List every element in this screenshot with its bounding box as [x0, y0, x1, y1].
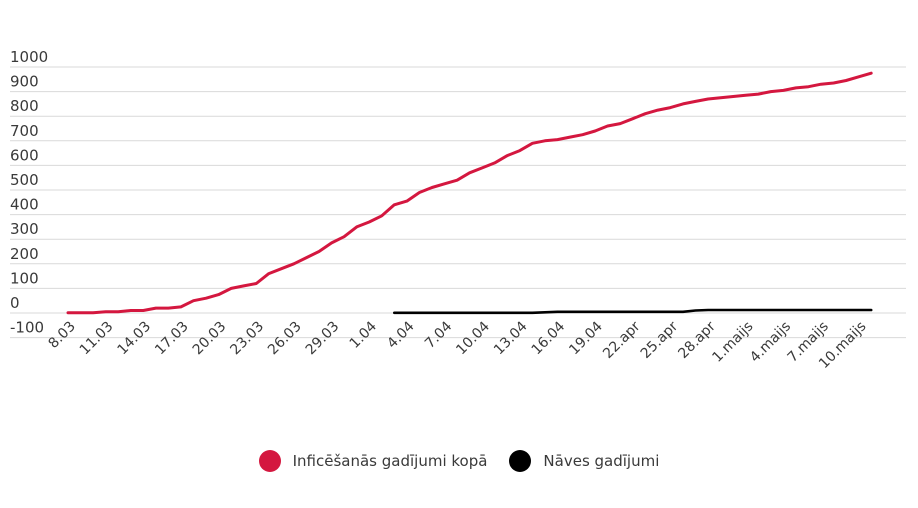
x-tick-label: 19.04 — [566, 318, 606, 358]
legend-marker-deaths — [509, 450, 532, 472]
x-tick-label: 11.03 — [77, 319, 117, 359]
x-tick-label: 20.03 — [190, 319, 230, 359]
x-tick-label: 17.03 — [152, 319, 192, 359]
y-tick-label: 800 — [10, 97, 39, 115]
y-tick-label: 400 — [10, 196, 39, 214]
x-tick-label: 4.maijs — [747, 319, 794, 366]
y-tick-label: 1000 — [10, 48, 48, 66]
x-tick-label: 13.04 — [491, 318, 531, 358]
y-tick-label: 600 — [10, 146, 39, 164]
legend-marker-infections — [258, 450, 281, 472]
y-tick-label: 0 — [10, 294, 20, 312]
legend-item-deaths: Nāves gadījumi — [509, 450, 659, 472]
legend-label-deaths: Nāves gadījumi — [543, 452, 660, 470]
y-tick-label: 500 — [10, 171, 39, 189]
x-tick-label: 25.apr — [638, 318, 682, 362]
x-tick-label: 22.apr — [600, 318, 644, 362]
legend-label-infections: Inficēšanās gadījumi kopā — [292, 452, 488, 470]
y-tick-label: 300 — [10, 220, 39, 238]
x-tick-label: 10.04 — [453, 318, 493, 358]
x-tick-label: 8.03 — [45, 319, 78, 352]
legend-item-infections: Inficēšanās gadījumi kopā — [258, 450, 488, 472]
x-tick-label: 26.03 — [265, 319, 305, 359]
series-line-infections — [66, 71, 873, 315]
y-tick-label: 100 — [10, 269, 39, 287]
x-tick-label: 16.04 — [529, 318, 569, 358]
y-tick-label: 200 — [10, 245, 39, 263]
y-tick-label: -100 — [10, 319, 44, 337]
legend: Inficēšanās gadījumi kopā Nāves gadījumi — [0, 446, 918, 476]
x-tick-label: 1.maijs — [709, 319, 756, 366]
y-tick-label: 900 — [10, 73, 39, 91]
x-tick-label: 7.04 — [422, 318, 455, 351]
series-line-deaths — [392, 308, 873, 315]
x-tick-label: 14.03 — [114, 319, 154, 359]
x-tick-label: 1.04 — [347, 318, 380, 351]
x-tick-label: 4.04 — [384, 318, 417, 351]
x-tick-label: 29.03 — [303, 319, 343, 359]
x-tick-label: 23.03 — [227, 319, 267, 359]
y-tick-label: 700 — [10, 122, 39, 140]
